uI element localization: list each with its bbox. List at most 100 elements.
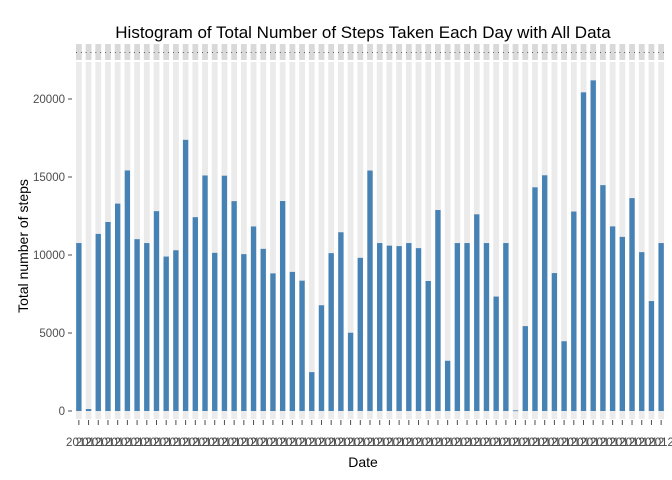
facet-panel [386, 62, 393, 419]
facet-panel [240, 62, 247, 419]
facet-strip-label: · · [172, 48, 180, 57]
bar: 2012-10-23: 8918 [289, 271, 296, 411]
x-tick-label: 2012 [318, 437, 344, 449]
bar: 2012-11-05: 10439 [415, 248, 422, 411]
bar: 2012-10-07: 11015 [134, 239, 140, 411]
facet-strip-label: · · [405, 48, 413, 57]
bar: 2012-11-19: 8841 [551, 273, 558, 411]
x-tick-label: 2012 [580, 437, 606, 449]
facet-strip [376, 44, 383, 60]
bar: 2012-10-26: 6778 [318, 305, 325, 411]
facet-strip-label: · · [327, 48, 335, 57]
facet-strip [415, 44, 422, 60]
x-tick-label: 2012 [454, 437, 480, 449]
facet-strip [270, 44, 276, 60]
bar: 2012-11-16: 5441 [522, 326, 528, 411]
facet-panel [648, 62, 655, 419]
facet-strip-label: · · [279, 48, 287, 57]
bar: 2012-11-07: 12883 [435, 210, 441, 411]
facet-strip-label: · · [531, 48, 539, 57]
bar: 2012-11-02: 10600 [386, 245, 393, 411]
x-tick-label: 2012 [280, 437, 306, 449]
x-tick-label: 2012 [474, 437, 500, 449]
facet-strip [95, 44, 102, 60]
x-tick-label: 2012 [241, 437, 267, 449]
x-tick-label: 2012 [386, 437, 412, 449]
x-tick-label: 2012 [619, 437, 645, 449]
bar: 2012-11-03: 10571 [396, 246, 402, 411]
bar: 2012-10-15: 10139 [212, 252, 218, 411]
facet-panel [357, 62, 364, 419]
facet-strip [629, 44, 635, 60]
facet-panel [405, 62, 412, 419]
bar: 2012-11-17: 14339 [532, 187, 538, 411]
x-tick-label: 2012 [115, 437, 141, 449]
facet-strip [75, 44, 82, 60]
facet-strip-label: · · [551, 48, 559, 57]
facet-strip-label: · · [619, 48, 627, 57]
facet-panel [163, 62, 170, 419]
facet-strip [658, 44, 665, 60]
bar: 2012-10-04: 12116 [105, 221, 111, 411]
facet-strip [425, 44, 432, 60]
facet-strip [240, 44, 247, 60]
facet-strip [260, 44, 267, 60]
facet-strip-label: · · [648, 48, 656, 57]
facet-strip-label: · · [143, 48, 151, 57]
facet-strip-label: · · [114, 48, 122, 57]
bar: 2012-10-05: 13294 [115, 203, 121, 411]
facet-strip-label: · · [357, 48, 365, 57]
facet-strip [473, 44, 480, 60]
facet-panel [638, 62, 645, 419]
bar: 2012-11-29: 7047 [648, 301, 655, 411]
facet-panel [522, 62, 529, 419]
y-axis-title: Total number of steps [15, 179, 31, 313]
facet-strip-label: · · [201, 48, 209, 57]
facet-panel [299, 62, 305, 419]
x-tick-label: 2012 [173, 437, 199, 449]
facet-strip [444, 44, 451, 60]
facet-panel [425, 62, 432, 419]
x-tick-label: 2012 [648, 437, 672, 449]
bar: 2012-11-27: 13646 [629, 198, 635, 411]
x-tick-label: 2012 [163, 437, 189, 449]
facet-strip-label: · · [211, 48, 219, 57]
bar: 2012-11-22: 20427 [580, 92, 587, 411]
x-tick-label: 2012 [66, 437, 92, 449]
facet-strip-label: · · [395, 48, 403, 57]
facet-strip-label: · · [124, 48, 132, 57]
facet-strip-label: · · [657, 48, 665, 57]
x-tick-label: 2012 [396, 437, 422, 449]
x-tick-label: 2012 [202, 437, 228, 449]
facet-strip-label: · · [94, 48, 102, 57]
facet-panel [561, 62, 568, 419]
facet-strip-label: · · [434, 48, 442, 57]
facet-strip [638, 44, 645, 60]
facet-strip-label: · · [502, 48, 510, 57]
bar: 2012-11-25: 11834 [609, 226, 616, 411]
facet-strip-label: · · [85, 48, 93, 57]
bar: 2012-10-10: 9900 [163, 256, 169, 411]
bar: 2012-11-15: 41 [512, 410, 519, 412]
bar: 2012-11-01: 10766 [377, 243, 383, 411]
facet-strips: · · · · · · · · · · · · · · · · · · · · · · · · · · ·… [75, 44, 665, 60]
facet-strip [182, 44, 189, 60]
bar: 2012-10-11: 10304 [173, 250, 179, 411]
facet-panel [502, 62, 509, 419]
facet-panel [512, 62, 519, 419]
facet-strip-label: · · [580, 48, 588, 57]
bar: 2012-10-21: 8821 [270, 273, 276, 411]
facet-strip [143, 44, 150, 60]
facet-strip-label: · · [492, 48, 500, 57]
facet-strip [202, 44, 208, 60]
facet-strip-label: · · [318, 48, 326, 57]
bar: 2012-10-17: 13452 [231, 201, 237, 411]
x-tick-label: 2012 [571, 437, 597, 449]
facet-strip-label: · · [521, 48, 529, 57]
facet-strip-label: · · [240, 48, 248, 57]
x-tick-label: 2012 [639, 437, 665, 449]
facet-strip [570, 44, 577, 60]
x-tick-label: 2012 [221, 437, 247, 449]
facet-strip-label: · · [133, 48, 141, 57]
bar: 2012-10-02: 126 [85, 409, 92, 411]
